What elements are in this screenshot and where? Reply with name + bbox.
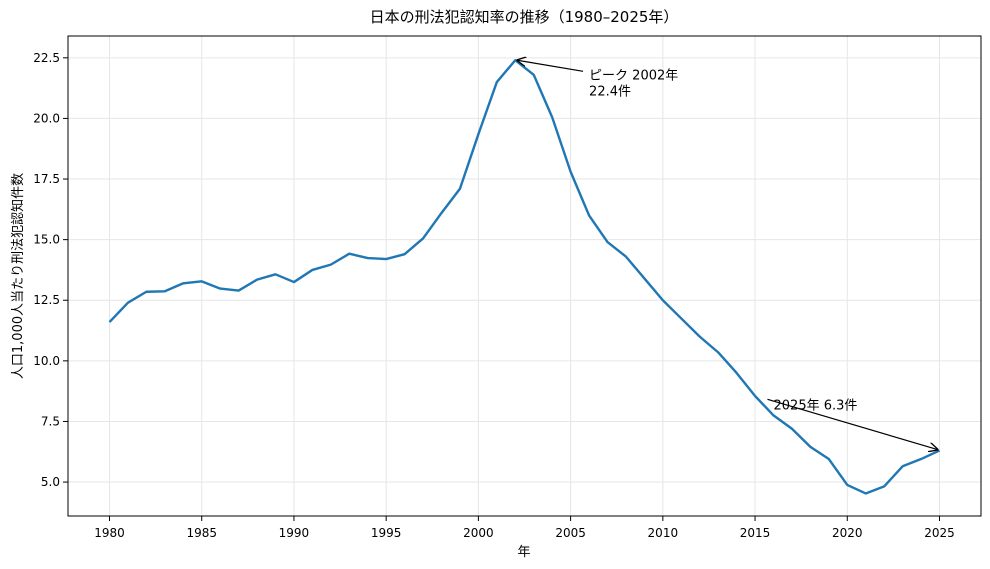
x-tick-label: 2010 (648, 526, 679, 540)
x-tick-label: 1980 (94, 526, 125, 540)
chart-title: 日本の刑法犯認知率の推移（1980–2025年） (370, 8, 679, 26)
y-tick-label: 15.0 (33, 233, 60, 247)
y-tick-label: 5.0 (41, 475, 60, 489)
x-tick-label: 1990 (279, 526, 310, 540)
annotation-text: ピーク 2002年 (589, 68, 678, 83)
x-tick-label: 2005 (555, 526, 586, 540)
x-tick-label: 2015 (740, 526, 771, 540)
annotation-text: 2025年 6.3件 (774, 398, 858, 413)
annotation-arrow (517, 60, 584, 72)
x-tick-label: 2025 (924, 526, 955, 540)
y-tick-label: 12.5 (33, 293, 60, 307)
x-tick-label: 2000 (463, 526, 494, 540)
axis-ticks: 1980 1985 1990 1995 2000 2005 2010 2015 2020 2025… (33, 51, 954, 540)
y-tick-label: 7.5 (41, 414, 60, 428)
grid (68, 36, 981, 516)
annotation-arrow (767, 398, 938, 449)
series-layer (108, 59, 941, 495)
x-axis-label: 年 (517, 545, 530, 560)
annotation-text: 22.4件 (589, 84, 631, 99)
y-tick-label: 22.5 (33, 51, 60, 65)
series-line (108, 59, 941, 495)
y-tick-label: 17.5 (33, 172, 60, 186)
x-tick-label: 1995 (371, 526, 402, 540)
x-tick-label: 2020 (832, 526, 863, 540)
y-tick-label: 20.0 (33, 111, 60, 125)
y-axis-label: 人口1,000人当たり刑法犯認知件数 (10, 173, 26, 379)
x-tick-label: 1985 (186, 526, 217, 540)
plot-frame (67, 35, 982, 517)
y-tick-label: 10.0 (33, 354, 60, 368)
